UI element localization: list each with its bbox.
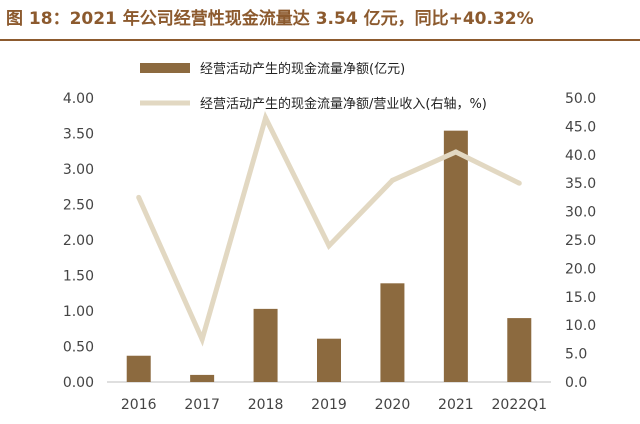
legend-bar-label: 经营活动产生的现金流量净额(亿元) [200, 61, 405, 77]
bar [190, 374, 215, 382]
right-axis-tick-label: 0.0 [565, 375, 587, 391]
chart-title: 图 18：2021 年公司经营性现金流量达 3.54 亿元，同比+40.32% [6, 9, 534, 29]
x-axis-tick-label: 2018 [248, 397, 284, 413]
left-axis: 0.00 0.50 1.00 1.50 2.00 2.50 3.00 3.50 4.00 [63, 91, 94, 391]
left-axis-tick-label: 1.50 [63, 269, 94, 285]
line-point [453, 149, 459, 155]
line-series [136, 110, 522, 347]
x-axis: 2016 2017 2018 2019 2020 2021 2022Q1 [107, 381, 551, 413]
legend-line-label: 经营活动产生的现金流量净额/营业收入(右轴，%) [200, 96, 487, 112]
x-axis-tick-label: 2016 [121, 397, 157, 413]
title-underline [0, 39, 640, 41]
right-axis-tick-label: 35.0 [565, 176, 596, 192]
x-axis-tick-label: 2022Q1 [492, 397, 548, 413]
legend: 经营活动产生的现金流量净额(亿元) 经营活动产生的现金流量净额/营业收入(右轴，… [140, 61, 487, 112]
right-axis-tick-label: 40.0 [565, 148, 596, 164]
bar-series [126, 130, 532, 382]
x-axis-tick-label: 2020 [375, 397, 411, 413]
bar [126, 355, 151, 382]
line-point [136, 194, 142, 200]
line-point [389, 177, 395, 183]
line-point [199, 336, 205, 342]
bar [317, 338, 341, 382]
right-axis-tick-label: 15.0 [565, 290, 596, 306]
bar [380, 283, 405, 382]
left-axis-tick-label: 2.00 [63, 233, 94, 249]
right-axis: 0.0 5.0 10.0 15.0 20.0 25.0 30.0 35.0 40.0 45.0 50… [565, 91, 596, 391]
right-axis-tick-label: 45.0 [565, 119, 596, 135]
left-axis-tick-label: 3.00 [63, 162, 94, 178]
right-axis-tick-label: 10.0 [565, 318, 596, 334]
left-axis-tick-label: 1.00 [63, 304, 94, 320]
right-axis-tick-label: 50.0 [565, 91, 596, 107]
right-axis-tick-label: 20.0 [565, 261, 596, 277]
right-axis-tick-label: 5.0 [565, 347, 587, 363]
left-axis-tick-label: 0.00 [63, 375, 94, 391]
bar [253, 308, 278, 382]
left-axis-tick-label: 2.50 [63, 198, 94, 214]
x-axis-tick-label: 2021 [438, 397, 474, 413]
bar [443, 130, 468, 382]
left-axis-tick-label: 4.00 [63, 91, 94, 107]
line-point [263, 115, 269, 121]
x-axis-tick-label: 2017 [184, 397, 220, 413]
x-axis-tick-label: 2019 [311, 397, 347, 413]
right-axis-tick-label: 30.0 [565, 205, 596, 221]
legend-bar-swatch [140, 63, 190, 73]
line-point [516, 180, 522, 186]
line-point [326, 243, 332, 249]
bar [507, 318, 532, 382]
right-axis-tick-label: 25.0 [565, 233, 596, 249]
left-axis-tick-label: 3.50 [63, 127, 94, 143]
left-axis-tick-label: 0.50 [63, 340, 94, 356]
